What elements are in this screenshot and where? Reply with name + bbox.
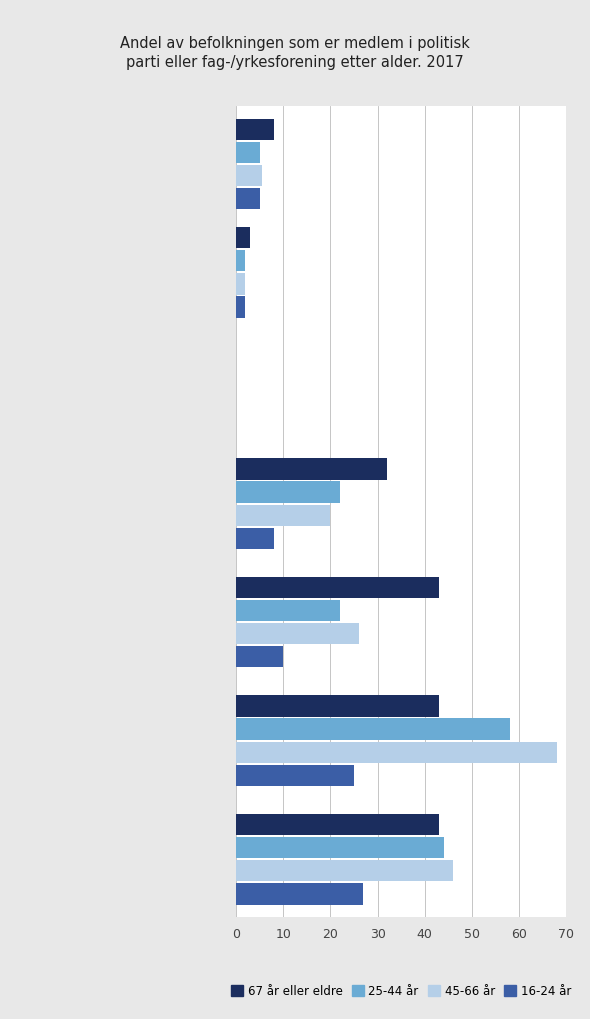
Bar xyxy=(236,274,245,296)
Bar xyxy=(236,765,354,787)
Bar xyxy=(236,860,453,881)
Bar xyxy=(236,883,363,905)
Bar xyxy=(236,742,557,763)
Bar xyxy=(236,814,439,836)
Bar xyxy=(236,600,340,622)
Bar xyxy=(236,166,262,186)
Bar xyxy=(236,482,340,503)
Bar xyxy=(236,143,260,164)
Legend: 67 år eller eldre, 25-44 år, 45-66 år, 16-24 år: 67 år eller eldre, 25-44 år, 45-66 år, 1… xyxy=(227,979,576,1002)
Bar xyxy=(236,528,274,549)
Bar xyxy=(236,646,283,667)
Bar xyxy=(236,838,444,858)
Bar xyxy=(236,505,330,526)
Bar xyxy=(236,298,245,318)
Bar xyxy=(236,577,439,598)
Bar xyxy=(236,459,387,480)
Bar xyxy=(236,624,359,645)
Bar xyxy=(236,251,245,272)
Bar xyxy=(236,119,274,141)
Bar xyxy=(236,228,250,249)
Text: Andel av befolkningen som er medlem i politisk
parti eller fag-/yrkesforening et: Andel av befolkningen som er medlem i po… xyxy=(120,36,470,70)
Bar xyxy=(236,718,510,740)
Bar xyxy=(236,189,260,210)
Bar xyxy=(236,696,439,717)
